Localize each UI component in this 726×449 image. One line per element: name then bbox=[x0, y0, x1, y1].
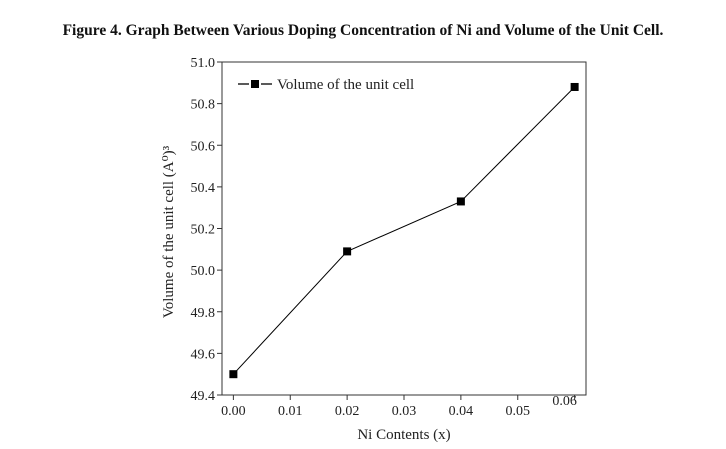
y-axis-label: Volume of the unit cell (A⁰)³ bbox=[161, 145, 177, 318]
data-point-0-0 bbox=[229, 370, 238, 379]
data-point-0-3 bbox=[570, 82, 579, 91]
series-points bbox=[229, 82, 579, 379]
x-tick-label-2: 0.02 bbox=[335, 404, 360, 419]
y-tick-label-8: 51.0 bbox=[191, 56, 216, 71]
y-tick-label-4: 50.2 bbox=[191, 223, 216, 238]
y-axis: 49.4 49.6 49.8 50.0 50.2 50.4 50.6 50.8 51.0 bbox=[191, 56, 222, 404]
x-tick-label-3: 0.03 bbox=[392, 404, 417, 419]
x-tick-label-0: 0.00 bbox=[221, 404, 246, 419]
y-tick-label-6: 50.6 bbox=[191, 139, 216, 154]
x-tick-label-1: 0.01 bbox=[278, 404, 303, 419]
x-axis-label: Ni Contents (x) bbox=[357, 427, 450, 443]
plot-frame bbox=[221, 61, 587, 396]
data-point-0-2 bbox=[456, 197, 465, 206]
y-tick-label-7: 50.8 bbox=[191, 98, 216, 113]
series-line-0 bbox=[233, 86, 575, 375]
y-tick-label-0: 49.4 bbox=[191, 389, 216, 404]
figure-title: Figure 4. Graph Between Various Doping C… bbox=[62, 22, 664, 39]
data-point-0-1 bbox=[343, 247, 352, 256]
x-tick-label-4: 0.04 bbox=[449, 404, 474, 419]
series-lines bbox=[233, 86, 575, 375]
x-tick-label-5: 0.05 bbox=[506, 404, 531, 419]
y-tick-label-2: 49.8 bbox=[191, 306, 216, 321]
y-tick-label-5: 50.4 bbox=[191, 181, 216, 196]
legend-marker bbox=[251, 80, 259, 88]
legend-label: Volume of the unit cell bbox=[277, 77, 414, 93]
x-axis: 0.00 0.01 0.02 0.03 0.04 0.05 0.06 bbox=[221, 394, 577, 419]
y-tick-label-3: 50.0 bbox=[191, 264, 216, 279]
y-tick-label-1: 49.6 bbox=[191, 347, 216, 362]
legend: Volume of the unit cell bbox=[238, 77, 414, 93]
x-tick-label-6: 0.06 bbox=[552, 394, 577, 409]
